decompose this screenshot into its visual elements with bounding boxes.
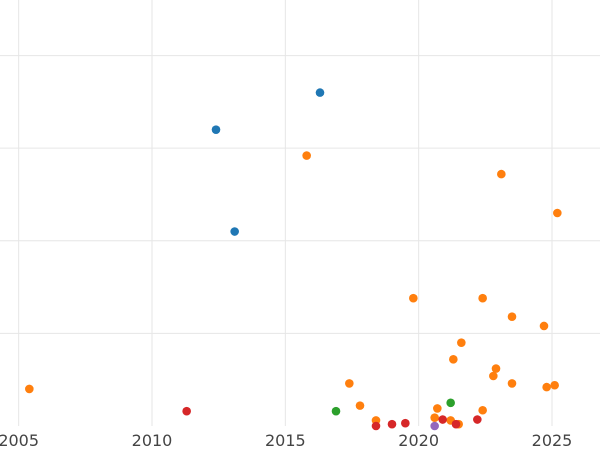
x-tick-label: 2010 <box>132 431 173 450</box>
data-point-red <box>182 406 191 416</box>
data-point-orange <box>489 371 498 381</box>
x-tick-label: 2005 <box>0 431 39 450</box>
data-point-orange <box>345 379 354 388</box>
data-point-orange <box>430 413 439 422</box>
data-point-orange <box>550 380 559 390</box>
data-point-orange <box>409 293 418 303</box>
data-points <box>25 88 562 431</box>
x-tick-label: 2020 <box>398 431 439 450</box>
x-tick-label: 2015 <box>265 431 306 450</box>
x-axis-ticks: 2005 2010 2015 2020 2025 <box>0 431 572 450</box>
grid <box>0 0 600 426</box>
data-point-green <box>331 406 341 416</box>
data-point-orange <box>539 321 549 331</box>
data-point-orange <box>449 355 458 364</box>
data-point-orange <box>433 404 442 413</box>
data-point-orange <box>497 169 506 179</box>
data-point-orange <box>491 364 501 373</box>
data-point-red <box>401 418 410 428</box>
data-point-orange <box>478 293 487 303</box>
data-point-purple <box>430 421 439 431</box>
data-point-red <box>451 419 461 429</box>
data-point-orange <box>457 338 466 347</box>
data-point-orange <box>507 312 517 322</box>
data-point-blue <box>315 88 325 97</box>
x-tick-label: 2025 <box>532 431 573 450</box>
data-point-orange <box>355 401 365 410</box>
data-point-orange <box>25 384 34 394</box>
data-point-orange <box>553 208 562 218</box>
data-point-red <box>438 415 447 424</box>
data-point-red <box>473 415 482 424</box>
data-point-blue <box>211 125 221 134</box>
data-point-orange <box>302 151 311 160</box>
data-point-orange <box>478 405 487 415</box>
data-point-green <box>446 398 455 408</box>
data-point-red <box>387 419 397 429</box>
data-point-blue <box>230 227 239 236</box>
data-point-red <box>371 421 381 431</box>
data-point-orange <box>507 379 517 388</box>
data-point-orange <box>542 382 551 392</box>
